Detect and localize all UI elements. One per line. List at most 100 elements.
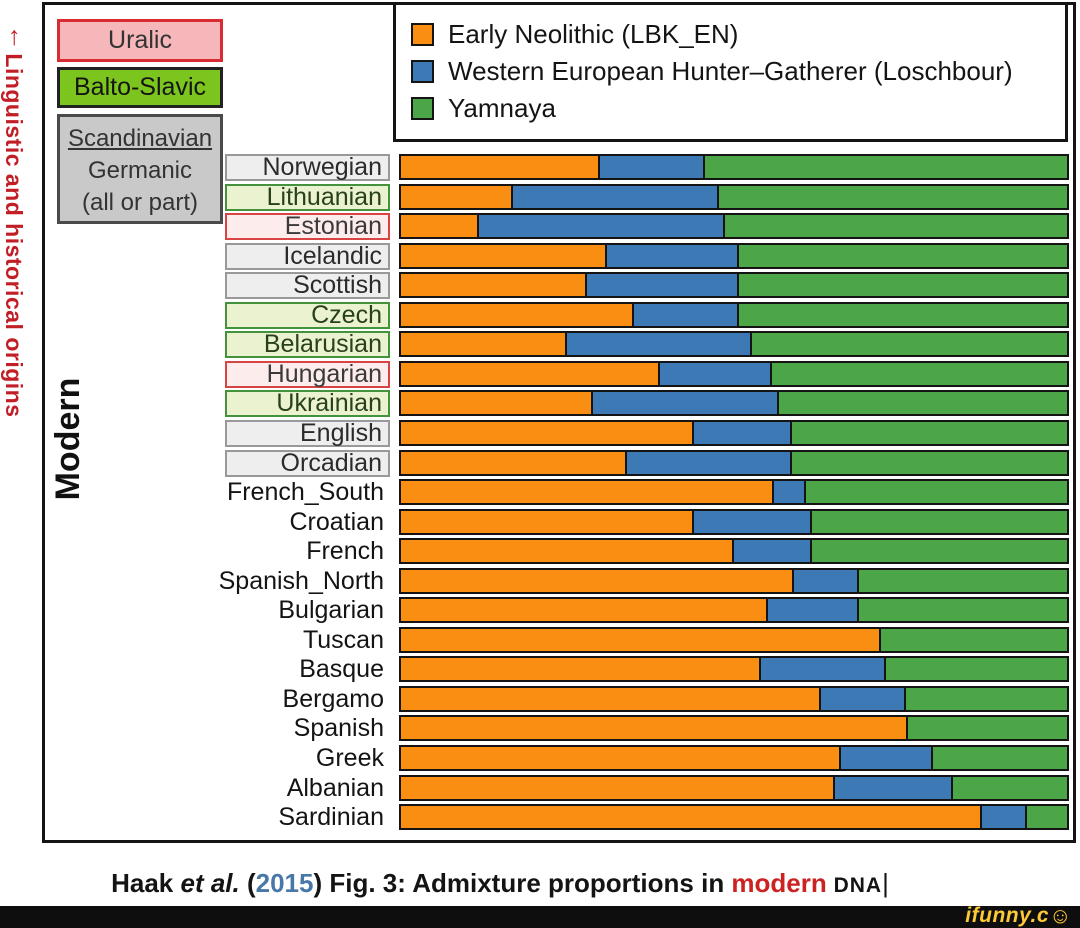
stacked-bar-spanish_north [399,568,1069,594]
row-label-scottish: Scottish [225,272,390,299]
row-label-bulgarian: Bulgarian [278,596,384,624]
row-label-lithuanian: Lithuanian [225,184,390,211]
ifunny-logo-text: ifunny.c [965,904,1050,927]
chart-legend: Early Neolithic (LBK_EN) Western Europea… [393,2,1068,142]
chart-row-ukrainian: Ukrainian [0,390,1080,417]
bar-segment-yamnaya [1024,804,1069,830]
bar-segment-yamnaya [776,390,1069,416]
germanic-label: Germanic [87,157,193,184]
bar-segment-yamnaya [906,715,1069,741]
bar-segment-yamnaya [930,745,1069,771]
bar-segment-whg [658,361,773,387]
caption-paren: ) [313,868,330,898]
bar-segment-yamnaya [884,656,1069,682]
chart-row-spanish: Spanish [0,715,1080,742]
bar-segment-early-neolithic [399,272,587,298]
row-label-greek: Greek [315,744,384,772]
bar-segment-yamnaya [904,686,1069,712]
bar-segment-early-neolithic [399,479,775,505]
stacked-bar-bulgarian [399,597,1069,623]
bar-segment-early-neolithic [399,331,567,357]
stacked-bar-icelandic [399,243,1069,269]
row-label-english: English [225,420,390,447]
chart-row-croatian: Croatian [0,509,1080,536]
category-box-uralic: Uralic [57,19,223,62]
chart-row-english: English [0,420,1080,447]
bar-segment-whg [564,331,753,357]
chart-row-sardinian: Sardinian [0,804,1080,831]
chart-row-french: French [0,538,1080,565]
up-arrow-icon: ↑ [7,20,22,51]
figure-caption: Haak et al. (2015) Fig. 3: Admixture pro… [0,868,1000,899]
bar-segment-yamnaya [736,302,1069,328]
row-label-orcadian: Orcadian [225,450,390,477]
bar-segment-whg [691,509,813,535]
bar-segment-yamnaya [857,568,1069,594]
bar-segment-whg [765,597,860,623]
bar-segment-early-neolithic [399,775,835,801]
row-label-bergamo: Bergamo [282,685,384,713]
row-label-sardinian: Sardinian [278,803,384,831]
legend-label: Yamnaya [448,93,556,123]
chart-row-bergamo: Bergamo [0,686,1080,713]
stacked-bar-estonian [399,213,1069,239]
bar-segment-yamnaya [736,243,1069,269]
bar-segment-whg [604,243,739,269]
bar-segment-yamnaya [810,538,1069,564]
bar-segment-whg [758,656,887,682]
bar-segment-whg [591,390,779,416]
bar-segment-early-neolithic [399,627,882,653]
bar-segment-yamnaya [803,479,1069,505]
bar-segment-whg [584,272,739,298]
bar-segment-yamnaya [857,597,1069,623]
scandinavian-label: Scandinavian [67,125,213,152]
caption-year-link[interactable]: 2015 [255,868,314,898]
chart-row-basque: Basque [0,656,1080,683]
bar-segment-whg [819,686,907,712]
stacked-bar-sardinian [399,804,1069,830]
row-label-spanish_north: Spanish_North [218,567,384,595]
legend-label: Western European Hunter–Gatherer (Loschb… [448,56,1013,86]
row-label-norwegian: Norwegian [225,154,390,181]
bar-segment-whg [832,775,954,801]
chart-row-czech: Czech [0,302,1080,329]
bar-segment-whg [732,538,813,564]
bar-segment-yamnaya [810,509,1069,535]
bar-segment-yamnaya [770,361,1069,387]
caption-author: Haak [111,868,181,898]
bar-segment-early-neolithic [399,154,600,180]
bar-segment-yamnaya [716,184,1069,210]
chart-row-estonian: Estonian [0,213,1080,240]
bar-segment-yamnaya [790,450,1069,476]
stacked-bar-french_south [399,479,1069,505]
ifunny-logo: ifunny.c☺ [965,903,1072,928]
chart-row-orcadian: Orcadian [0,450,1080,477]
caption-fig-number: Fig. 3: [329,868,406,898]
row-label-albanian: Albanian [286,774,384,802]
chart-row-hungarian: Hungarian [0,361,1080,388]
stacked-bar-croatian [399,509,1069,535]
legend-swatch-green-icon [411,97,434,120]
row-label-french_south: French_South [226,478,384,506]
caption-dna: DNA [826,874,883,897]
footer-bar: ifunny.c☺ [0,903,1080,928]
row-label-croatian: Croatian [289,508,385,536]
bar-segment-early-neolithic [399,420,694,446]
bar-segment-early-neolithic [399,538,734,564]
chart-row-tuscan: Tuscan [0,627,1080,654]
bar-segment-yamnaya [703,154,1069,180]
stacked-bar-hungarian [399,361,1069,387]
stacked-bar-albanian [399,775,1069,801]
stacked-bar-basque [399,656,1069,682]
row-label-icelandic: Icelandic [225,243,390,270]
legend-item-early-neolithic: Early Neolithic (LBK_EN) [411,16,1065,53]
bar-segment-early-neolithic [399,804,982,830]
bar-segment-whg [598,154,706,180]
bar-segment-whg [691,420,793,446]
bar-segment-early-neolithic [399,184,513,210]
legend-swatch-orange-icon [411,23,434,46]
category-box-scandinavian-germanic: Scandinavian Germanic (all or part) [57,114,223,224]
stacked-bar-lithuanian [399,184,1069,210]
chart-row-albanian: Albanian [0,775,1080,802]
row-label-basque: Basque [299,655,384,683]
